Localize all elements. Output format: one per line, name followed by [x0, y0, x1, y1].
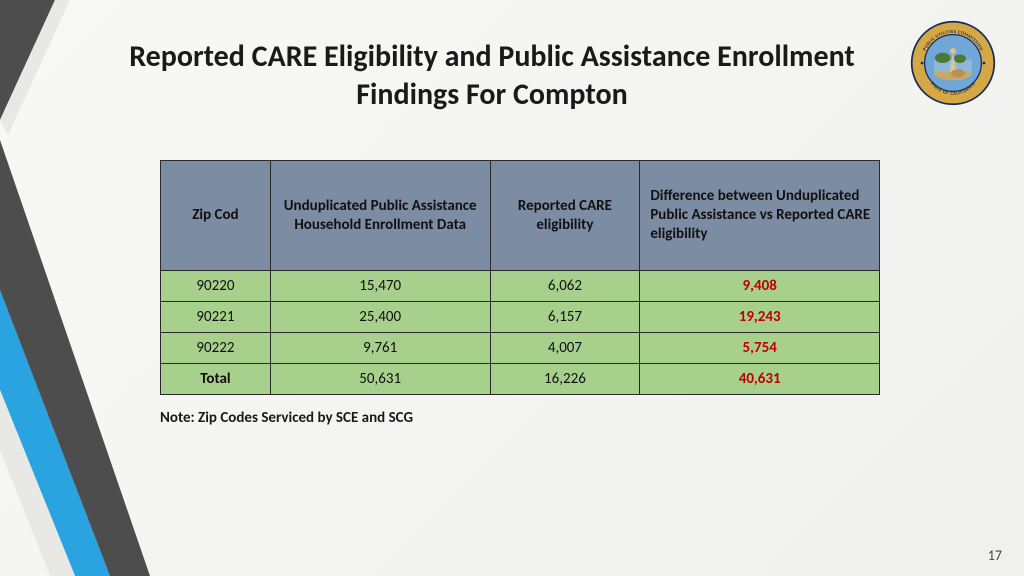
eligibility-table: Zip Cod Unduplicated Public Assistance H…	[160, 160, 880, 395]
cell-pa: 25,400	[270, 302, 490, 333]
col-header-diff: Difference between Unduplicated Public A…	[640, 161, 880, 271]
cell-diff: 5,754	[640, 333, 880, 364]
cell-care: 6,157	[490, 302, 640, 333]
table-row: 90221 25,400 6,157 19,243	[161, 302, 880, 333]
cell-pa: 15,470	[270, 271, 490, 302]
cell-diff: 9,408	[640, 271, 880, 302]
cell-zip: 90221	[161, 302, 271, 333]
table-row: 90220 15,470 6,062 9,408	[161, 271, 880, 302]
eligibility-table-region: Zip Cod Unduplicated Public Assistance H…	[160, 160, 880, 427]
col-header-zip: Zip Cod	[161, 161, 271, 271]
table-header-row: Zip Cod Unduplicated Public Assistance H…	[161, 161, 880, 271]
cell-care: 6,062	[490, 271, 640, 302]
page-number: 17	[988, 547, 1002, 564]
col-header-pa: Unduplicated Public Assistance Household…	[270, 161, 490, 271]
accent-grey-top	[0, 0, 55, 120]
cell-zip: 90220	[161, 271, 271, 302]
table-row: 90222 9,761 4,007 5,754	[161, 333, 880, 364]
accent-light-bottom	[0, 390, 75, 576]
cpuc-seal-icon: PUBLIC UTILITIES COMMISSION STATE OF CAL…	[910, 20, 996, 106]
accent-light-top	[0, 0, 70, 135]
cell-care: 16,226	[490, 364, 640, 395]
cell-care: 4,007	[490, 333, 640, 364]
accent-grey-bottom	[0, 140, 150, 576]
cell-pa: 9,761	[270, 333, 490, 364]
accent-blue	[0, 290, 110, 576]
footnote: Note: Zip Codes Serviced by SCE and SCG	[160, 409, 880, 427]
page-title: Reported CARE Eligibility and Public Ass…	[120, 38, 864, 113]
cell-diff: 40,631	[640, 364, 880, 395]
cell-pa: 50,631	[270, 364, 490, 395]
cell-diff: 19,243	[640, 302, 880, 333]
cell-zip: Total	[161, 364, 271, 395]
col-header-care: Reported CARE eligibility	[490, 161, 640, 271]
cell-zip: 90222	[161, 333, 271, 364]
table-body: 90220 15,470 6,062 9,408 90221 25,400 6,…	[161, 271, 880, 395]
table-row-total: Total 50,631 16,226 40,631	[161, 364, 880, 395]
